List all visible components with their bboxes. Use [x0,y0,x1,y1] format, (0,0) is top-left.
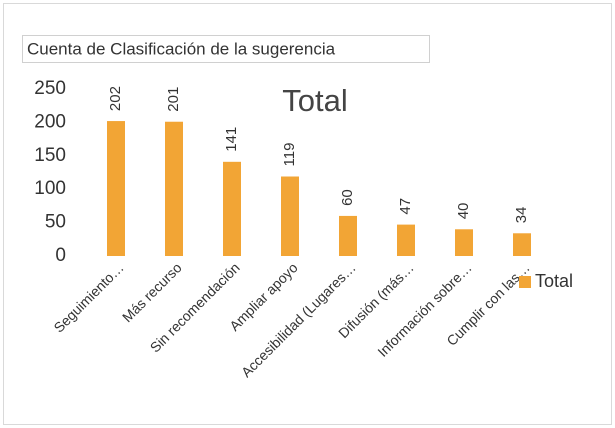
y-tick-label: 250 [34,78,66,99]
bar [281,176,299,256]
bar [223,161,241,256]
bar [513,233,531,256]
bar [455,229,473,256]
data-label: 34 [513,207,530,224]
chart-title: Total [282,83,347,118]
legend-bg [534,271,594,293]
legend-label: Total [535,271,573,291]
data-label: 141 [223,127,240,152]
bar [339,215,357,256]
chart-border [3,3,612,425]
data-label: 202 [107,86,124,111]
y-tick-label: 50 [45,212,66,233]
y-tick-label: 100 [34,178,66,199]
y-tick-label: 0 [55,245,66,266]
data-label: 60 [339,189,356,206]
data-label: 119 [281,143,298,167]
bar [107,121,125,257]
data-label: 201 [165,87,182,112]
field-button-label: Cuenta de Clasificación de la sugerencia [27,39,336,58]
bar [397,224,415,256]
data-label: 47 [397,198,414,215]
y-tick-label: 200 [34,111,66,132]
field-button[interactable] [22,35,430,63]
y-tick-label: 150 [34,145,66,166]
legend-swatch [519,276,531,288]
data-label: 40 [455,203,472,220]
bar [165,121,183,257]
